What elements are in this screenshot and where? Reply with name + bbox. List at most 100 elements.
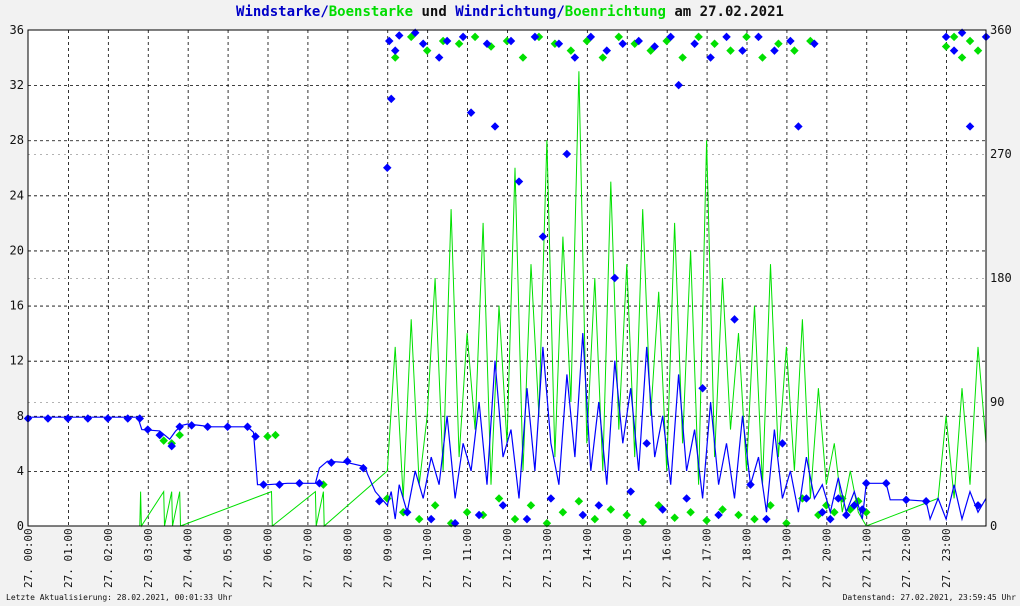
point-boenrichtung: [542, 519, 552, 528]
x-tick-label: 27. 19:00: [780, 528, 793, 588]
y-tick-label-right: 270: [990, 147, 1012, 161]
y-tick-label-left: 24: [10, 188, 24, 202]
point-boenrichtung: [414, 514, 424, 524]
point-windrichtung: [375, 496, 384, 506]
point-windrichtung: [818, 507, 827, 517]
point-windrichtung: [442, 36, 452, 46]
y-tick-label-right: 180: [990, 271, 1012, 285]
point-boenrichtung: [462, 507, 472, 517]
y-tick-label-left: 16: [10, 299, 24, 313]
data-status-text: Datenstand: 27.02.2021, 23:59:45 Uhr: [842, 593, 1016, 602]
point-boenrichtung: [718, 505, 727, 514]
title-windrichtung: Windrichtung: [455, 4, 557, 20]
point-windrichtung: [315, 479, 324, 488]
title-separator: /: [556, 4, 565, 20]
point-windrichtung: [973, 501, 983, 510]
point-windrichtung: [385, 36, 394, 46]
x-tick-label: 27. 15:00: [621, 528, 634, 588]
point-boenrichtung: [558, 507, 568, 517]
point-boenrichtung: [470, 32, 480, 42]
point-windrichtung: [426, 514, 436, 524]
point-boenrichtung: [686, 507, 695, 517]
point-windrichtung: [594, 501, 604, 510]
x-tick-label: 27. 17:00: [701, 528, 714, 588]
point-windrichtung: [730, 315, 739, 324]
x-tick-label: 27. 06:00: [262, 528, 275, 588]
point-windrichtung: [103, 414, 113, 423]
point-windrichtung: [921, 496, 931, 506]
last-update-text: Letzte Aktualisierung: 28.02.2021, 00:01…: [6, 593, 233, 602]
point-windrichtung: [850, 501, 859, 510]
point-windrichtung: [746, 480, 755, 489]
point-windrichtung: [698, 383, 707, 393]
point-windrichtung: [402, 507, 412, 517]
x-tick-label: 27. 02:00: [102, 528, 115, 588]
point-boenrichtung: [271, 430, 280, 440]
x-tick-label: 27. 23:00: [940, 528, 953, 588]
x-tick-label: 27. 08:00: [341, 528, 354, 588]
point-boenrichtung: [766, 501, 775, 510]
point-boenrichtung: [494, 494, 504, 503]
y-tick-label-right: 90: [990, 395, 1004, 409]
point-windrichtung: [762, 514, 771, 524]
point-windrichtung: [386, 94, 396, 104]
point-windrichtung: [394, 31, 404, 40]
point-windrichtung: [466, 108, 476, 117]
point-windrichtung: [778, 439, 787, 448]
point-boenrichtung: [574, 496, 584, 506]
point-windrichtung: [259, 480, 268, 489]
point-windrichtung: [490, 122, 500, 131]
point-windrichtung: [802, 494, 811, 503]
point-windrichtung: [251, 432, 260, 441]
y-tick-label-left: 12: [10, 354, 24, 368]
y-tick-label-left: 8: [17, 409, 24, 423]
point-windrichtung: [418, 39, 428, 49]
title-separator: /: [320, 4, 329, 20]
point-windrichtung: [881, 479, 891, 488]
y-tick-label-left: 0: [17, 519, 24, 533]
title-boenstarke: Boenstarke: [328, 4, 414, 20]
x-tick-label: 27. 00:00: [22, 528, 35, 588]
point-boenrichtung: [422, 46, 432, 55]
point-windrichtung: [135, 414, 145, 423]
x-tick-label: 27. 09:00: [381, 528, 394, 588]
y-tick-label-right: 0: [990, 519, 997, 533]
x-tick-label: 27. 20:00: [820, 528, 833, 588]
point-boenrichtung: [606, 505, 616, 514]
point-boenrichtung: [750, 514, 759, 524]
point-boenrichtung: [430, 501, 440, 510]
point-boenrichtung: [590, 514, 600, 524]
point-windrichtung: [83, 414, 93, 423]
point-windrichtung: [327, 458, 336, 467]
x-tick-label: 27. 10:00: [421, 528, 434, 588]
point-boenrichtung: [782, 519, 791, 528]
point-windrichtung: [343, 457, 352, 466]
point-windrichtung: [243, 422, 252, 432]
point-windrichtung: [450, 519, 460, 528]
y-tick-label-left: 4: [17, 464, 24, 478]
point-windrichtung: [834, 494, 843, 503]
x-tick-label: 27. 22:00: [900, 528, 913, 588]
x-tick-label: 27. 12:00: [501, 528, 514, 588]
point-boenrichtung: [454, 39, 464, 49]
point-windrichtung: [167, 441, 176, 451]
title-und: und: [413, 4, 456, 20]
x-tick-label: 27. 01:00: [62, 528, 75, 588]
point-windrichtung: [175, 422, 184, 432]
point-windrichtung: [410, 28, 420, 37]
title-windstarke: Windstarke: [236, 4, 321, 20]
point-boenrichtung: [263, 432, 272, 441]
point-windrichtung: [275, 480, 284, 489]
point-boenrichtung: [390, 53, 400, 62]
point-windrichtung: [522, 514, 532, 524]
plot-border: [27, 29, 987, 527]
point-windrichtung: [826, 514, 835, 524]
point-boenrichtung: [159, 436, 168, 445]
point-windrichtung: [658, 505, 667, 514]
point-windrichtung: [610, 273, 620, 283]
x-tick-label: 27. 05:00: [222, 528, 235, 588]
x-tick-label: 27. 11:00: [461, 528, 474, 588]
point-windrichtung: [295, 479, 304, 488]
x-tick-label: 27. 16:00: [661, 528, 674, 588]
